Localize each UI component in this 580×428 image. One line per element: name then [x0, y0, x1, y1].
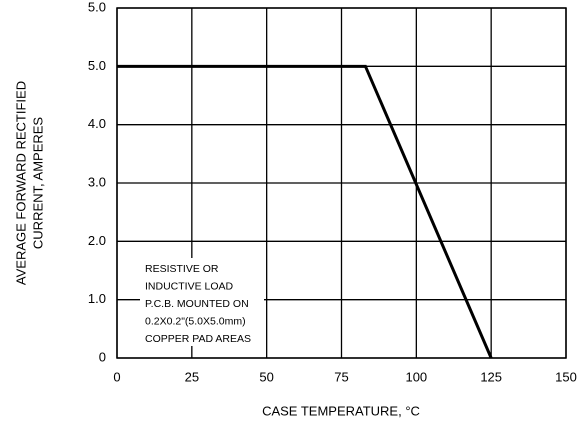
- x-tick-label: 100: [405, 369, 427, 384]
- x-axis-title: CASE TEMPERATURE, °C: [262, 403, 420, 418]
- y-tick-label: 5.0: [88, 58, 106, 73]
- y-axis-title-line: AVERAGE FORWARD RECTIFIED: [13, 81, 28, 285]
- annotation-box: [140, 258, 264, 346]
- y-axis-title: AVERAGE FORWARD RECTIFIED CURRENT, AMPER…: [13, 81, 45, 285]
- data-line: [117, 64, 493, 359]
- annotation-text: RESISTIVE OR: [145, 263, 219, 275]
- x-tick-label: 0: [113, 369, 120, 384]
- y-tick-label: 2.0: [88, 233, 106, 248]
- y-tick-label: 0: [99, 349, 106, 364]
- x-tick-label: 125: [480, 369, 502, 384]
- y-tick-label: 3.0: [88, 174, 106, 189]
- x-tick-label: 25: [185, 369, 199, 384]
- annotation-text: INDUCTIVE LOAD: [145, 280, 234, 292]
- x-tick-label: 50: [259, 369, 273, 384]
- x-tick-label: 150: [555, 369, 577, 384]
- annotation-text: COPPER PAD AREAS: [145, 333, 251, 345]
- y-tick-label: 5.0: [88, 0, 106, 14]
- y-tick-label: 4.0: [88, 116, 106, 131]
- y-tick-label: 1.0: [88, 291, 106, 306]
- x-tick-label: 75: [334, 369, 348, 384]
- y-axis-title-line: CURRENT, AMPERES: [30, 117, 45, 250]
- annotation-text: P.C.B. MOUNTED ON: [145, 298, 249, 310]
- annotation-text: 0.2X0.2"(5.0X5.0mm): [145, 315, 246, 327]
